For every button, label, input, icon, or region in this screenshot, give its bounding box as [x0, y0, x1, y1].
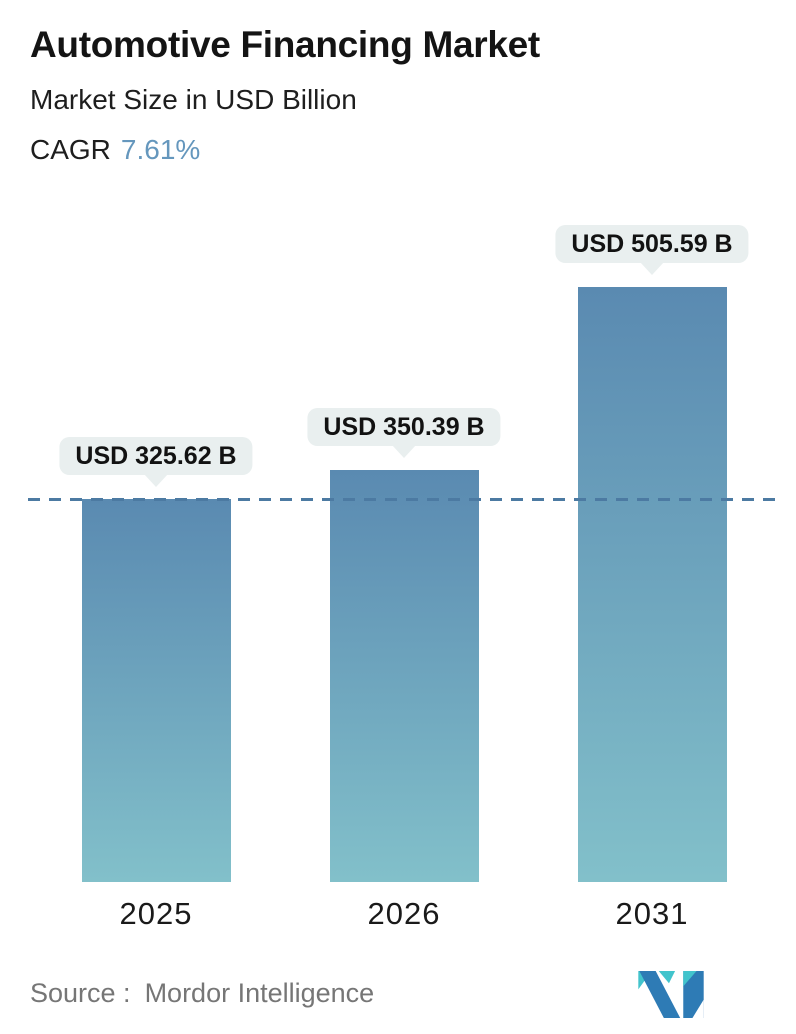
- cagr-line: CAGR 7.61%: [30, 134, 200, 166]
- x-axis-label: 2031: [615, 896, 689, 931]
- bar-2031: [577, 287, 727, 882]
- source-value: Mordor Intelligence: [144, 978, 375, 1008]
- chart-subtitle: Market Size in USD Billion: [30, 84, 357, 115]
- value-pill: USD 505.59 B: [555, 225, 749, 263]
- bar-2026: [329, 470, 479, 882]
- pill-pointer: [640, 262, 664, 275]
- value-pill: USD 325.62 B: [59, 437, 253, 475]
- source-label: Source :: [30, 978, 131, 1008]
- page-title: Automotive Financing Market: [30, 24, 540, 65]
- reference-dashed-line: [28, 498, 783, 501]
- pill-pointer: [392, 445, 416, 458]
- cagr-label: CAGR: [30, 134, 111, 165]
- x-axis-label: 2026: [367, 896, 441, 931]
- pill-pointer: [144, 474, 168, 487]
- mordor-intelligence-logo: [638, 971, 704, 1018]
- cagr-value: 7.61%: [120, 134, 201, 165]
- bar-2025: [81, 499, 231, 882]
- x-axis-label: 2025: [119, 896, 193, 931]
- source-line: Source : Mordor Intelligence: [30, 978, 374, 1009]
- value-pill: USD 350.39 B: [307, 408, 501, 446]
